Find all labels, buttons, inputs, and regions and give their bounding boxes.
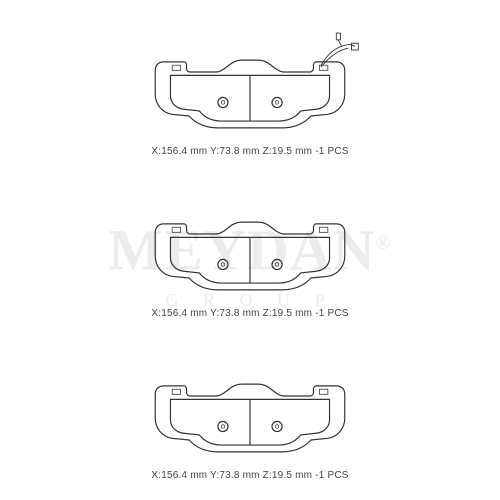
brake-pad-drawing (120, 28, 380, 138)
pad-caption: X:156.4 mm Y:73.8 mm Z:19.5 mm -1 PCS (120, 470, 380, 481)
brake-pad-drawing (120, 190, 380, 300)
pad-caption: X:156.4 mm Y:73.8 mm Z:19.5 mm -1 PCS (120, 146, 380, 157)
pad-caption: X:156.4 mm Y:73.8 mm Z:19.5 mm -1 PCS (120, 308, 380, 319)
brake-pad-3: X:156.4 mm Y:73.8 mm Z:19.5 mm -1 PCS (120, 352, 380, 481)
brake-pad-drawing (120, 352, 380, 462)
brake-pad-1: X:156.4 mm Y:73.8 mm Z:19.5 mm -1 PCS (120, 28, 380, 157)
brake-pad-2: X:156.4 mm Y:73.8 mm Z:19.5 mm -1 PCS (120, 190, 380, 319)
